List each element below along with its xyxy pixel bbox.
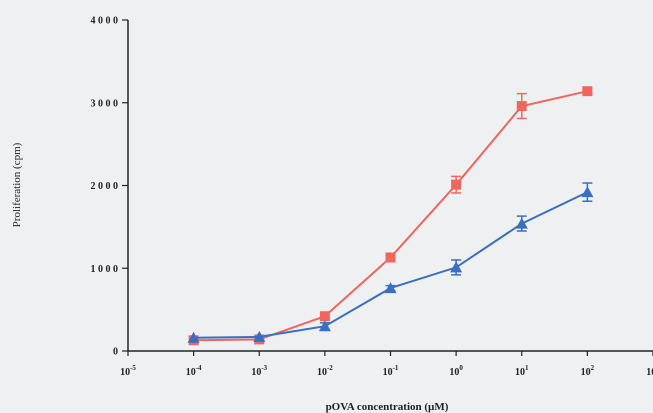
y-ticks: 0 1 0 0 0 2 0 0 0 3 0 0 0 4 0 0 0 xyxy=(91,16,128,358)
data-point-triangle xyxy=(515,217,528,229)
data-point-square xyxy=(451,179,462,190)
data-point-triangle xyxy=(450,261,463,273)
series-layer xyxy=(187,86,594,346)
data-point-triangle xyxy=(318,320,331,332)
x-ticks: 10-5 10-4 10-3 10-2 10-1 100 101 102 103 xyxy=(120,351,653,378)
data-point-square xyxy=(385,252,396,263)
data-point-square xyxy=(516,101,527,112)
series-square-line xyxy=(193,90,588,342)
series-triangle-line xyxy=(193,191,588,339)
x-tick-label: 10-1 xyxy=(383,364,399,378)
y-tick-label: 0 xyxy=(113,347,118,358)
data-point-triangle xyxy=(253,330,266,342)
y-tick-label: 3 0 0 0 xyxy=(91,98,119,109)
data-point-triangle xyxy=(384,282,397,294)
y-tick-label: 2 0 0 0 xyxy=(91,181,119,192)
x-tick-label: 10-5 xyxy=(120,364,136,378)
data-point-triangle xyxy=(187,331,200,343)
x-tick-label: 102 xyxy=(581,364,595,378)
x-tick-label: 10-3 xyxy=(251,364,267,378)
y-axis-title: Proliferation (cpm) xyxy=(11,142,23,227)
x-tick-label: 103 xyxy=(646,364,653,378)
x-tick-label: 10-4 xyxy=(186,364,202,378)
y-tick-label: 4 0 0 0 xyxy=(91,16,119,27)
data-point-square xyxy=(319,311,330,322)
axes xyxy=(127,20,653,352)
y-tick-label: 1 0 0 0 xyxy=(91,264,119,275)
data-point-triangle xyxy=(581,186,594,198)
data-point-square xyxy=(582,86,593,97)
x-tick-label: 10-2 xyxy=(317,364,333,378)
x-tick-label: 101 xyxy=(515,364,529,378)
x-tick-label: 100 xyxy=(449,364,463,378)
x-axis-title: pOVA concentration (µM) xyxy=(326,401,449,413)
